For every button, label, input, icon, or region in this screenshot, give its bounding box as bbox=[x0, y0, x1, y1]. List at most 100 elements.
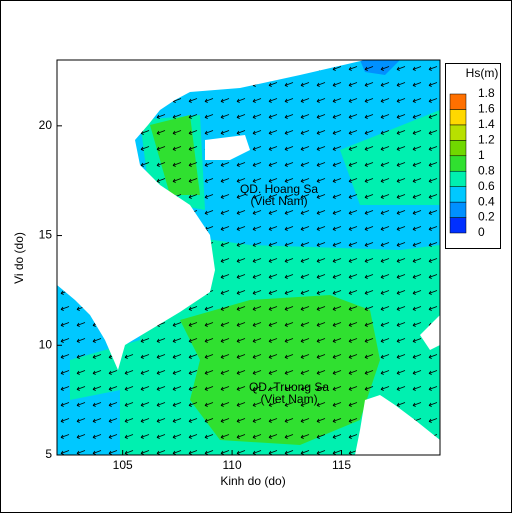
arrow bbox=[204, 354, 214, 359]
arrow bbox=[348, 290, 358, 295]
arrow bbox=[188, 114, 198, 119]
arrow bbox=[188, 194, 198, 199]
arrow bbox=[188, 162, 198, 167]
arrow bbox=[252, 290, 262, 295]
arrow bbox=[364, 338, 374, 343]
arrow bbox=[380, 306, 390, 311]
colorbar-swatch bbox=[449, 217, 467, 234]
arrow bbox=[172, 130, 182, 135]
arrow bbox=[396, 274, 406, 279]
arrow bbox=[140, 418, 150, 423]
arrow bbox=[300, 258, 310, 263]
arrow bbox=[396, 386, 406, 391]
arrow bbox=[364, 226, 374, 231]
colorbar-label: 1 bbox=[478, 148, 485, 162]
arrow bbox=[204, 178, 214, 183]
arrow bbox=[172, 146, 182, 151]
arrow bbox=[220, 162, 230, 167]
arrow bbox=[284, 146, 294, 151]
arrow bbox=[252, 114, 262, 119]
arrow bbox=[348, 306, 358, 311]
arrow bbox=[140, 370, 150, 375]
arrow bbox=[364, 290, 374, 295]
arrow bbox=[236, 114, 246, 119]
colorbar-swatch bbox=[449, 124, 467, 141]
arrow bbox=[284, 450, 294, 455]
arrow bbox=[364, 242, 374, 247]
arrow bbox=[156, 162, 166, 167]
arrow bbox=[284, 130, 294, 135]
arrow bbox=[236, 162, 246, 167]
arrow bbox=[268, 258, 278, 263]
arrow bbox=[412, 290, 422, 295]
arrow bbox=[300, 370, 310, 375]
arrow bbox=[60, 450, 70, 455]
arrow bbox=[204, 338, 214, 343]
arrow bbox=[268, 338, 278, 343]
arrow bbox=[332, 258, 342, 263]
arrow bbox=[236, 178, 246, 183]
arrow bbox=[412, 146, 422, 151]
arrow bbox=[108, 450, 118, 455]
arrow bbox=[380, 178, 390, 183]
arrow bbox=[140, 162, 150, 167]
arrow bbox=[316, 258, 326, 263]
arrow bbox=[140, 338, 150, 343]
arrow bbox=[188, 322, 198, 327]
colorbar-swatch bbox=[449, 186, 467, 203]
arrow bbox=[316, 114, 326, 119]
colorbar-label: 1.6 bbox=[478, 102, 495, 116]
arrow bbox=[268, 226, 278, 231]
arrow bbox=[348, 162, 358, 167]
arrow bbox=[220, 258, 230, 263]
x-tick-label: 110 bbox=[223, 458, 242, 472]
land bbox=[355, 395, 440, 455]
region bbox=[360, 60, 400, 75]
arrow bbox=[428, 162, 438, 167]
arrow bbox=[364, 130, 374, 135]
arrow bbox=[92, 370, 102, 375]
arrow bbox=[220, 194, 230, 199]
arrow bbox=[332, 370, 342, 375]
arrow bbox=[396, 194, 406, 199]
arrow bbox=[316, 290, 326, 295]
arrow bbox=[204, 306, 214, 311]
arrow bbox=[236, 130, 246, 135]
arrow bbox=[156, 402, 166, 407]
arrow bbox=[428, 194, 438, 199]
arrow bbox=[204, 450, 214, 455]
arrow bbox=[380, 370, 390, 375]
arrow bbox=[332, 418, 342, 423]
arrow bbox=[124, 434, 134, 439]
arrow bbox=[156, 338, 166, 343]
arrow bbox=[204, 114, 214, 119]
arrow bbox=[172, 322, 182, 327]
arrow bbox=[252, 450, 262, 455]
arrow bbox=[284, 242, 294, 247]
arrow bbox=[380, 290, 390, 295]
arrow bbox=[252, 274, 262, 279]
arrow bbox=[412, 114, 422, 119]
arrow bbox=[284, 162, 294, 167]
arrow bbox=[332, 322, 342, 327]
arrow bbox=[332, 114, 342, 119]
land bbox=[57, 60, 365, 370]
arrow bbox=[92, 354, 102, 359]
arrow bbox=[412, 194, 422, 199]
arrow bbox=[332, 66, 342, 71]
colorbar-label: 0.6 bbox=[478, 179, 495, 193]
arrow bbox=[412, 162, 422, 167]
arrow bbox=[284, 418, 294, 423]
arrow bbox=[364, 162, 374, 167]
arrow bbox=[428, 386, 438, 391]
y-tick-label: 5 bbox=[45, 447, 52, 461]
arrow bbox=[220, 402, 230, 407]
arrow bbox=[220, 322, 230, 327]
arrow bbox=[396, 226, 406, 231]
arrow bbox=[332, 194, 342, 199]
arrow bbox=[332, 386, 342, 391]
arrow bbox=[380, 146, 390, 151]
arrow bbox=[380, 82, 390, 87]
arrow bbox=[252, 370, 262, 375]
arrow bbox=[348, 210, 358, 215]
